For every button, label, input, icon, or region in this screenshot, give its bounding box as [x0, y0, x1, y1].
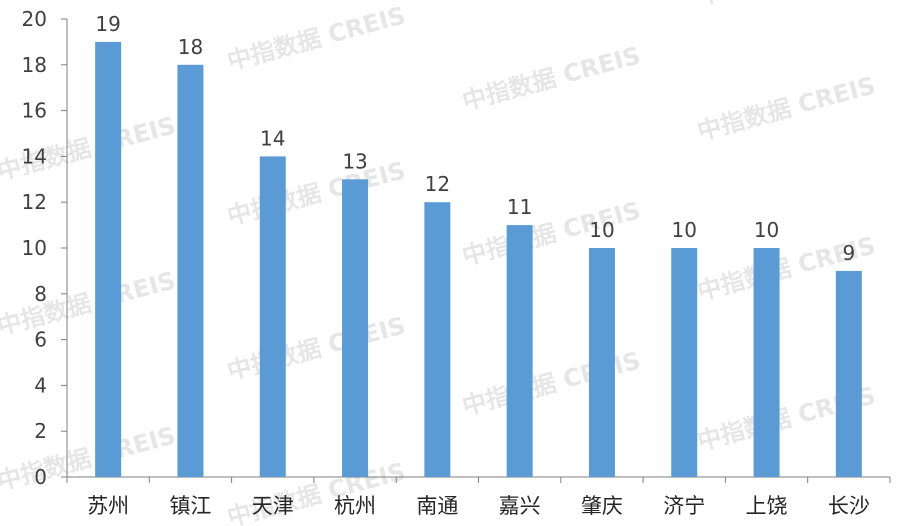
bar-value-label: 14	[260, 126, 285, 150]
watermark-text: 中指数据 CREIS	[459, 196, 643, 270]
bar	[506, 225, 533, 477]
x-category-label: 南通	[416, 494, 458, 518]
bar-value-label: 10	[672, 218, 697, 242]
x-category-label: 济宁	[663, 494, 705, 518]
x-category-label: 嘉兴	[499, 494, 541, 518]
watermark-text: 中指数据 CREIS	[224, 311, 408, 385]
bar	[177, 64, 204, 478]
bar	[835, 270, 862, 477]
bar-value-label: 10	[754, 218, 779, 242]
data-labels: 19 18 14 13 12 11 10 10 10 9	[95, 12, 855, 265]
x-category-label: 杭州	[334, 494, 376, 518]
bar	[259, 156, 286, 477]
y-tick-label: 12	[22, 190, 47, 214]
x-category-label: 苏州	[87, 494, 129, 518]
watermark-text: 中指数据 CREIS	[224, 1, 408, 75]
y-tick-label: 0	[34, 465, 47, 489]
x-category-label: 镇江	[169, 494, 211, 518]
x-category-label: 长沙	[828, 494, 870, 518]
y-tick-label: 6	[34, 328, 47, 352]
bar	[753, 248, 780, 477]
bar	[588, 248, 615, 477]
y-tick-label: 18	[22, 53, 47, 77]
watermark-text: 中指数据 CREIS	[459, 346, 643, 420]
x-category-label: 上饶	[746, 494, 788, 518]
y-tick-label: 10	[22, 236, 47, 260]
bar-value-label: 11	[507, 195, 532, 219]
watermark-text: 中指数据 CREIS	[694, 0, 878, 11]
x-axis: 苏州 镇江 天津 杭州 南通 嘉兴 肇庆 济宁 上饶 长沙	[66, 476, 891, 518]
x-category-label: 天津	[252, 494, 294, 518]
watermark-text: 中指数据 CREIS	[694, 71, 878, 145]
y-tick-label: 2	[34, 419, 47, 443]
y-axis: 0 2 4 6 8 10 12 14 16 18 20	[22, 7, 68, 489]
y-tick-label: 4	[34, 373, 47, 397]
bar-value-label: 10	[589, 218, 614, 242]
watermark-text: 中指数据 CREIS	[459, 41, 643, 115]
x-category-label: 肇庆	[581, 494, 623, 518]
y-tick-label: 20	[22, 7, 47, 31]
bar-value-label: 12	[425, 172, 450, 196]
bar	[342, 179, 369, 478]
watermark-text: 中指数据 CREIS	[224, 156, 408, 230]
bar-value-label: 19	[95, 12, 120, 36]
bar-series	[95, 41, 862, 478]
y-tick-label: 16	[22, 99, 47, 123]
y-tick-label: 14	[22, 144, 47, 168]
bar-value-label: 9	[842, 241, 855, 265]
bar	[95, 41, 122, 478]
bar-value-label: 18	[178, 35, 203, 59]
watermark-text: 中指数据 CREIS	[0, 421, 178, 495]
watermark-text: 中指数据 CREIS	[0, 266, 178, 340]
bar-value-label: 13	[342, 149, 367, 173]
bar	[671, 248, 698, 477]
bar	[424, 202, 451, 477]
y-tick-label: 8	[34, 282, 47, 306]
